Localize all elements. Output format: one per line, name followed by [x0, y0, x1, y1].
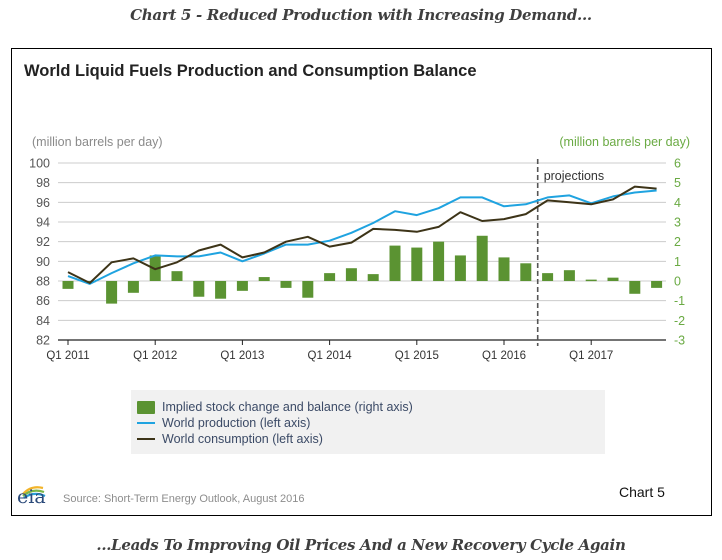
left-tick-label: 96 — [36, 196, 50, 210]
legend-label: World production (left axis) — [162, 416, 311, 430]
eia-logo-text: eia — [17, 486, 46, 508]
x-tick-label: Q1 2013 — [220, 350, 264, 362]
bar-stock-change — [258, 277, 270, 281]
bar-stock-change — [607, 277, 619, 281]
bottom-heading: ...Leads To Improving Oil Prices And a N… — [96, 536, 626, 554]
legend-label: World consumption (left axis) — [162, 432, 323, 446]
x-tick-label: Q1 2015 — [395, 350, 439, 362]
production-line — [67, 189, 657, 285]
source-note: Source: Short-Term Energy Outlook, Augus… — [63, 493, 305, 505]
bar-stock-change — [302, 281, 314, 298]
bar-stock-change — [62, 281, 74, 289]
bar-stock-change — [585, 279, 597, 282]
right-tick-label: -2 — [674, 314, 685, 328]
bar-stock-change — [345, 268, 357, 281]
x-tick-label: Q1 2011 — [46, 350, 89, 362]
bar-stock-change — [106, 281, 118, 304]
right-tick-label: 3 — [674, 216, 681, 230]
legend-swatch-consumption-line — [137, 438, 155, 440]
left-tick-label: 92 — [36, 235, 50, 249]
x-tick-label: Q1 2016 — [482, 350, 526, 362]
bar-stock-change — [629, 281, 641, 294]
bar-stock-change — [433, 241, 445, 281]
bar-stock-change — [542, 273, 554, 281]
left-tick-label: 100 — [29, 157, 50, 171]
chart-title: World Liquid Fuels Production and Consum… — [24, 62, 477, 80]
eia-logo-icon — [22, 486, 46, 499]
right-tick-label: 6 — [674, 157, 681, 171]
bar-stock-change — [215, 281, 227, 299]
x-tick-label: Q1 2017 — [569, 350, 613, 362]
legend: Implied stock change and balance (right … — [131, 390, 605, 454]
chart-number-label: Chart 5 — [619, 484, 665, 500]
legend-item-production: World production (left axis) — [137, 415, 310, 431]
bar-stock-change — [324, 273, 336, 281]
x-tick-label: Q1 2012 — [133, 350, 177, 362]
bar-stock-change — [367, 274, 379, 281]
projections-annotation: projections — [544, 169, 604, 183]
bar-stock-change — [236, 281, 248, 291]
right-tick-label: 4 — [674, 196, 681, 210]
bar-stock-change — [651, 281, 663, 288]
right-tick-label: 0 — [674, 275, 681, 289]
bar-stock-change — [476, 235, 488, 281]
legend-label: Implied stock change and balance (right … — [162, 400, 413, 414]
bar-stock-change — [193, 281, 205, 297]
left-tick-label: 86 — [36, 294, 50, 308]
left-tick-label: 98 — [36, 176, 50, 190]
right-tick-label: 1 — [674, 255, 681, 269]
chart-frame — [11, 48, 712, 516]
right-axis-label: (million barrels per day) — [559, 135, 690, 149]
bar-stock-change — [280, 281, 292, 288]
bar-stock-change — [411, 247, 423, 281]
right-tick-label: 5 — [674, 176, 681, 190]
bar-stock-change — [389, 245, 401, 281]
left-tick-label: 94 — [36, 216, 50, 230]
bar-stock-change — [171, 271, 183, 281]
consumption-line — [67, 185, 657, 284]
left-tick-label: 84 — [36, 314, 50, 328]
bar-stock-change — [127, 281, 139, 293]
legend-swatch-bar — [137, 400, 155, 414]
left-tick-label: 90 — [36, 255, 50, 269]
left-tick-label: 82 — [36, 334, 50, 348]
bar-stock-change — [454, 255, 466, 281]
legend-item-stock-change: Implied stock change and balance (right … — [137, 399, 413, 415]
bar-stock-change — [498, 257, 510, 281]
legend-swatch-production-line — [137, 422, 155, 424]
top-heading: Chart 5 - Reduced Production with Increa… — [130, 6, 592, 24]
right-tick-label: -1 — [674, 294, 685, 308]
left-axis-label: (million barrels per day) — [32, 135, 163, 149]
bar-stock-change — [520, 263, 532, 281]
right-tick-label: 2 — [674, 235, 681, 249]
x-tick-label: Q1 2014 — [308, 350, 353, 362]
legend-item-consumption: World consumption (left axis) — [137, 431, 323, 447]
right-tick-label: -3 — [674, 334, 685, 348]
bar-stock-change — [563, 270, 575, 281]
left-tick-label: 88 — [36, 275, 50, 289]
